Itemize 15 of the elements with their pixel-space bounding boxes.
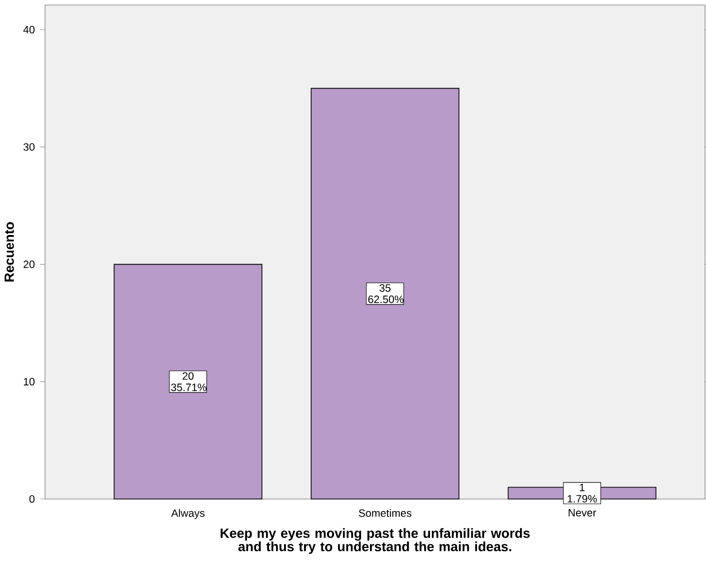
data-label: 35 62.50% bbox=[368, 284, 404, 304]
y-tick-label: 0 bbox=[29, 495, 35, 503]
x-tick-label: Always bbox=[171, 509, 205, 519]
y-tick-label: 10 bbox=[24, 378, 35, 386]
bar bbox=[114, 264, 262, 500]
data-label: 20 35.71% bbox=[171, 372, 206, 392]
x-tick-label: Sometimes bbox=[358, 509, 412, 517]
x-axis-title: Keep my eyes moving past the unfamiliar words and thus try to understand the main ideas. bbox=[220, 528, 530, 554]
x-tick-label: Never bbox=[568, 509, 596, 516]
data-label: 1 1.79% bbox=[568, 484, 597, 503]
y-axis-title: Recuento bbox=[4, 222, 14, 282]
y-tick-label: 30 bbox=[23, 143, 35, 151]
bar bbox=[310, 88, 460, 500]
y-tick-label: 20 bbox=[24, 260, 35, 268]
y-tick-label: 40 bbox=[23, 26, 35, 34]
